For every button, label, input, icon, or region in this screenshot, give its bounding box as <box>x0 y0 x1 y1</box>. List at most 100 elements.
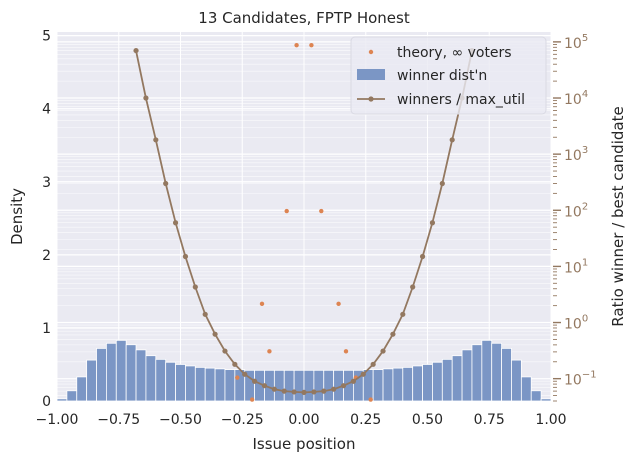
ratio-point <box>182 253 189 260</box>
histogram-bar <box>511 359 522 402</box>
histogram-bar <box>155 358 167 402</box>
histogram-bar <box>432 361 443 402</box>
ratio-point <box>311 389 317 395</box>
ratio-point <box>360 371 366 377</box>
theory-point <box>309 42 314 48</box>
histogram-bar <box>441 358 453 402</box>
ratio-point <box>202 311 208 317</box>
ratio-point <box>163 180 169 187</box>
histogram-bar <box>422 364 433 402</box>
histogram-bar <box>66 390 78 402</box>
y-tick-label: 3 <box>42 175 51 191</box>
histogram-bar <box>115 339 127 402</box>
ratio-point <box>350 378 356 384</box>
ratio-point <box>261 383 268 389</box>
histogram-bar <box>501 347 512 402</box>
histogram-bar <box>204 367 216 402</box>
y-tick-label: 1 <box>42 321 51 337</box>
ratio-point <box>252 378 258 384</box>
histogram-bar <box>194 366 206 402</box>
histogram-bar <box>273 369 285 402</box>
theory-point <box>267 349 272 354</box>
histogram-bar <box>313 369 325 402</box>
y2-tick-exponent: 5 <box>582 33 588 44</box>
histogram-bar <box>175 364 186 402</box>
histogram-bar <box>520 376 532 402</box>
ratio-point <box>232 361 238 367</box>
histogram-bar <box>540 398 552 402</box>
legend-label: winner dist'n <box>397 68 487 84</box>
histogram-bar <box>451 355 463 402</box>
theory-point <box>235 375 240 380</box>
histogram-bar <box>86 359 97 402</box>
ratio-line <box>133 47 475 395</box>
ratio-point <box>380 348 386 354</box>
y-axis-label: Density <box>8 188 26 245</box>
y2-tick-label: 102 <box>564 201 588 220</box>
theory-point <box>343 349 349 354</box>
ratio-point <box>321 388 327 394</box>
histogram-bar <box>135 349 147 402</box>
histogram-bar <box>461 349 473 402</box>
y2-tick-exponent: 0 <box>582 314 588 325</box>
x-tick-label: 0.75 <box>474 412 505 428</box>
theory-point <box>249 397 255 402</box>
legend: theory, ∞ voters winner dist'n winners / m… <box>350 36 547 115</box>
histogram-bars <box>56 339 552 402</box>
legend-theory-marker <box>368 49 374 55</box>
x-tick-label: −0.25 <box>221 412 264 428</box>
x-tick-label: 0.00 <box>288 412 319 428</box>
histogram-bar <box>145 355 157 402</box>
chart-title: 13 Candidates, FPTP Honest <box>198 9 410 27</box>
legend-label: theory, ∞ voters <box>397 45 512 61</box>
histogram-bar <box>185 365 196 402</box>
histogram-bar <box>372 369 384 402</box>
ratio-point <box>419 253 426 260</box>
histogram-bar <box>283 369 295 402</box>
x-tick-label: 1.00 <box>535 412 566 428</box>
theory-point <box>284 208 289 214</box>
histogram-bar <box>76 376 88 402</box>
histogram-bar <box>125 344 137 402</box>
x-tick-label: 0.50 <box>412 412 443 428</box>
ratio-point <box>192 284 198 290</box>
x-tick-label: 0.25 <box>350 412 381 428</box>
y2-tick-exponent: −1 <box>582 370 597 381</box>
ratio-point <box>340 383 347 389</box>
ratio-point <box>331 386 337 392</box>
histogram-bar <box>224 369 236 402</box>
histogram-bar <box>491 342 503 402</box>
theory-point <box>336 301 341 307</box>
x-tick-label: −0.50 <box>159 412 202 428</box>
y2-tick-label: 101 <box>564 257 588 276</box>
theory-points <box>235 42 373 402</box>
ratio-point <box>281 388 287 394</box>
y2-tick-exponent: 3 <box>582 145 588 156</box>
legend-box <box>350 36 547 115</box>
y2-tick-label: 100 <box>564 314 588 333</box>
histogram-bar <box>165 361 176 402</box>
theory-point <box>368 397 373 402</box>
y2-tick-label: 104 <box>564 89 588 108</box>
ratio-point <box>301 389 307 395</box>
y2-tick-exponent: 2 <box>582 201 588 212</box>
histogram-bar <box>96 347 107 402</box>
x-axis-label: Issue position <box>253 435 356 453</box>
histogram-bar <box>402 366 414 402</box>
histogram-bar <box>293 369 305 402</box>
ratio-point <box>271 386 277 392</box>
ratio-point <box>153 137 159 143</box>
y-tick-label: 5 <box>42 29 51 45</box>
ratio-point <box>410 284 416 290</box>
y-tick-label: 0 <box>42 394 51 410</box>
legend-label: winners / max_util <box>397 92 525 108</box>
y2-tick-label: 105 <box>564 33 588 52</box>
histogram-bar <box>412 365 423 402</box>
ratio-point <box>172 220 179 226</box>
histogram-bar <box>392 367 404 402</box>
histogram-bar <box>214 368 226 402</box>
y2-tick-label: 10−1 <box>564 370 597 389</box>
x-tick-label: −0.75 <box>97 412 140 428</box>
legend-line-marker <box>368 96 374 102</box>
ratio-point <box>370 361 376 367</box>
